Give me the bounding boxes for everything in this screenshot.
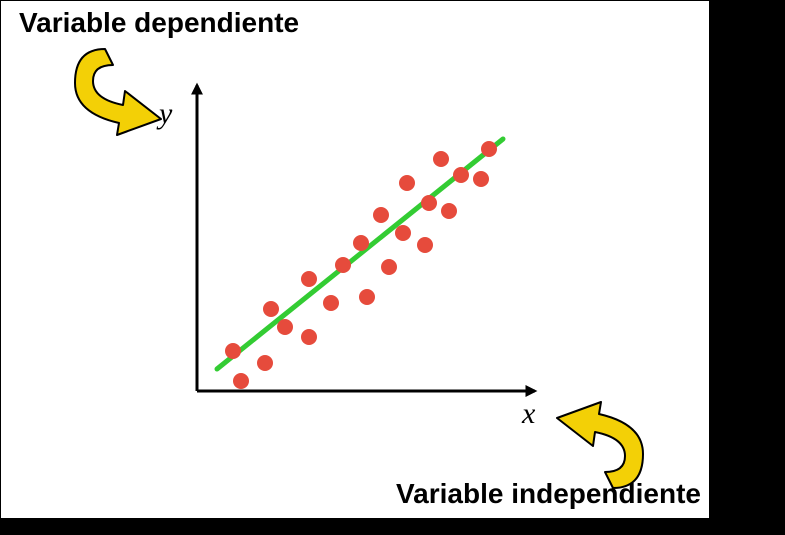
independent-variable-label: Variable independiente (396, 478, 701, 510)
scatter-chart (181, 79, 551, 429)
y-axis-label: y (159, 97, 172, 131)
dependent-variable-label: Variable dependiente (19, 7, 299, 39)
x-axis-label: x (522, 397, 535, 431)
diagram-panel: Variable dependiente y x Variable indepe… (0, 0, 710, 519)
scatter-chart-svg (181, 79, 551, 429)
